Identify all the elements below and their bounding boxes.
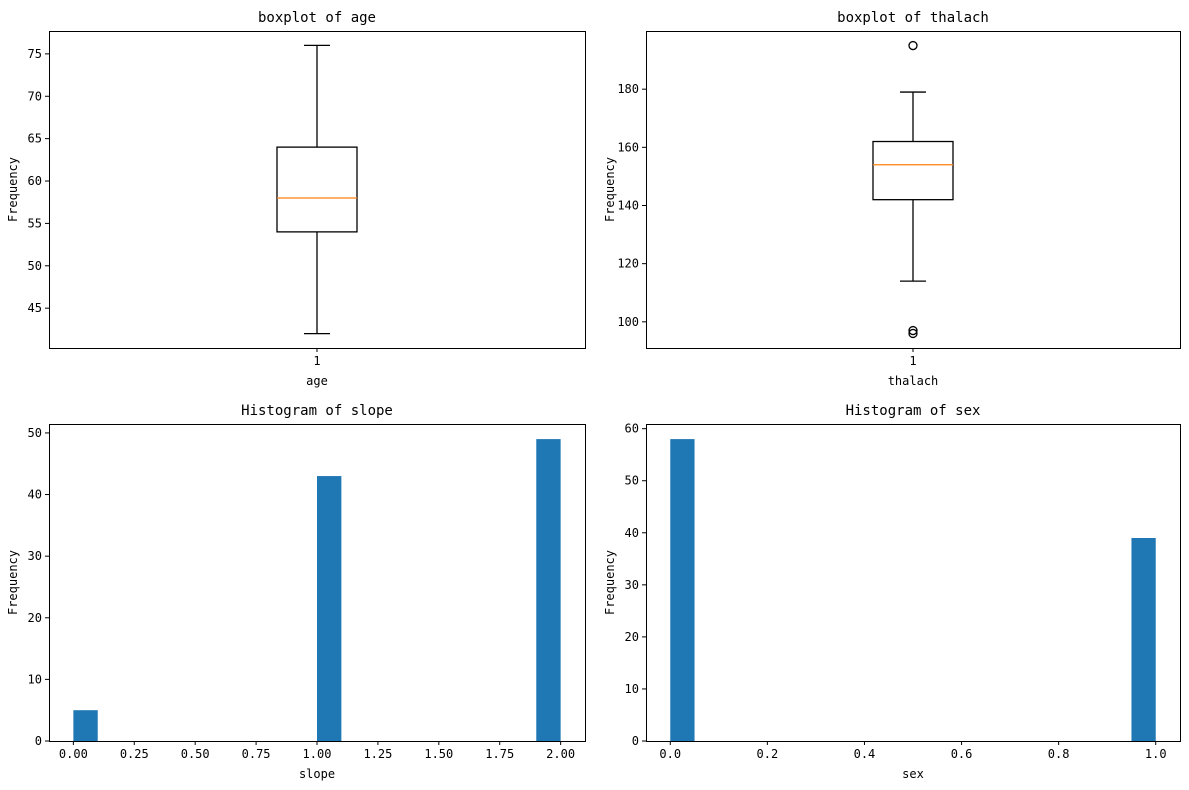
age-boxplot-xtick-label-0: 1 [313, 354, 320, 368]
thalach-boxplot-box [872, 140, 954, 201]
sex-histogram-xtick-label-5: 1.0 [1145, 747, 1167, 761]
sex-histogram-ytick-label-4: 40 [625, 526, 639, 540]
thalach-boxplot-ytick-label-3: 160 [617, 140, 639, 154]
thalach-boxplot-panel: boxplot of thalach thalach Frequency 100… [603, 10, 1181, 388]
slope-histogram-xtick-label-1: 0.25 [120, 747, 149, 761]
slope-histogram-ytick-label-0: 0 [35, 734, 42, 748]
sex-histogram-marks [646, 439, 1181, 742]
age-boxplot-xlabel: age [306, 374, 328, 388]
slope-histogram-ytick-label-4: 40 [28, 488, 42, 502]
thalach-boxplot-title: boxplot of thalach [837, 10, 989, 26]
sex-histogram-bar-1 [1131, 537, 1156, 741]
slope-histogram-ytick-label-3: 30 [28, 549, 42, 563]
thalach-boxplot-xlabel: thalach [888, 374, 939, 388]
thalach-boxplot-ytick-label-2: 140 [617, 198, 639, 212]
thalach-boxplot-outlier-0 [908, 40, 918, 51]
slope-histogram-ytick-label-1: 10 [28, 672, 42, 686]
slope-histogram-title: Histogram of slope [241, 403, 393, 419]
age-boxplot-ticks: 45 50 55 60 65 70 75 1 [28, 47, 321, 368]
sex-histogram-ytick-label-0: 0 [632, 734, 639, 748]
slope-histogram-xtick-label-7: 1.75 [485, 747, 514, 761]
sex-histogram-xtick-label-2: 0.4 [854, 747, 876, 761]
sex-histogram-axes [646, 424, 1181, 742]
slope-histogram-bar-0 [73, 710, 98, 741]
slope-histogram-bar-2 [536, 439, 561, 741]
slope-histogram-panel: Histogram of slope slope Frequency 0 10 20… [6, 403, 586, 781]
slope-histogram-ylabel: Frequency [6, 550, 20, 615]
age-boxplot-title: boxplot of age [258, 10, 376, 26]
slope-histogram-bar-1 [317, 476, 342, 741]
age-boxplot-ytick-label-1: 50 [28, 259, 42, 273]
sex-histogram-xtick-label-0: 0.0 [659, 747, 681, 761]
thalach-boxplot-ytick-label-1: 120 [617, 257, 639, 271]
sex-histogram-bar-0 [670, 439, 695, 741]
slope-histogram-marks [49, 439, 586, 742]
thalach-boxplot-ticks: 100 120 140 160 180 1 [617, 82, 916, 368]
slope-histogram-ytick-label-2: 20 [28, 611, 42, 625]
thalach-boxplot-xtick-label-0: 1 [909, 354, 916, 368]
age-boxplot-panel: boxplot of age age Frequency 45 50 55 60 65 7… [6, 10, 586, 388]
thalach-boxplot-ytick-label-4: 180 [617, 82, 639, 96]
age-boxplot-ytick-label-5: 70 [28, 89, 42, 103]
slope-histogram-xtick-label-2: 0.50 [181, 747, 210, 761]
sex-histogram-ytick-label-1: 10 [625, 682, 639, 696]
age-boxplot-ylabel: Frequency [6, 157, 20, 222]
slope-histogram-xlabel: slope [299, 767, 335, 781]
sex-histogram-xlabel: sex [902, 767, 924, 781]
thalach-boxplot-axes [646, 31, 1181, 349]
thalach-boxplot-marks [872, 40, 954, 339]
sex-histogram-ytick-label-5: 50 [625, 474, 639, 488]
age-boxplot-ytick-label-6: 75 [28, 47, 42, 61]
slope-histogram-xtick-label-3: 0.75 [242, 747, 271, 761]
slope-histogram-xtick-label-0: 0.00 [59, 747, 88, 761]
slope-histogram-xtick-label-6: 1.50 [424, 747, 453, 761]
sex-histogram-ticks: 0 10 20 30 40 50 60 0.0 0.2 0.4 0.6 0.8 1.0 [625, 422, 1167, 761]
thalach-boxplot-ylabel: Frequency [603, 157, 617, 222]
sex-histogram-xtick-label-1: 0.2 [757, 747, 779, 761]
age-boxplot-ytick-label-2: 55 [28, 216, 42, 230]
sex-histogram-ytick-label-2: 20 [625, 630, 639, 644]
slope-histogram-ytick-label-5: 50 [28, 426, 42, 440]
thalach-boxplot-outlier-1 [908, 325, 918, 336]
sex-histogram-ylabel: Frequency [603, 550, 617, 615]
sex-histogram-title: Histogram of sex [846, 403, 981, 419]
sex-histogram-xtick-label-3: 0.6 [951, 747, 973, 761]
age-boxplot-ytick-label-4: 65 [28, 132, 42, 146]
thalach-boxplot-ytick-label-0: 100 [617, 315, 639, 329]
sex-histogram-panel: Histogram of sex sex Frequency 0 10 20 30 40… [603, 403, 1181, 781]
slope-histogram-xtick-label-5: 1.25 [363, 747, 392, 761]
age-boxplot-ytick-label-3: 60 [28, 174, 42, 188]
sex-histogram-ytick-label-6: 60 [625, 422, 639, 436]
age-boxplot-marks [276, 44, 358, 335]
sex-histogram-ytick-label-3: 30 [625, 578, 639, 592]
age-boxplot-box [276, 146, 358, 233]
age-boxplot-ytick-label-0: 45 [28, 301, 42, 315]
slope-histogram-xtick-label-8: 2.00 [546, 747, 575, 761]
thalach-boxplot-outlier-2 [908, 328, 918, 339]
slope-histogram-ticks: 0 10 20 30 40 50 0.00 0.25 0.50 0.75 1.00 1.25 1.50 1… [28, 426, 576, 761]
sex-histogram-xtick-label-4: 0.8 [1048, 747, 1070, 761]
slope-histogram-xtick-label-4: 1.00 [303, 747, 332, 761]
